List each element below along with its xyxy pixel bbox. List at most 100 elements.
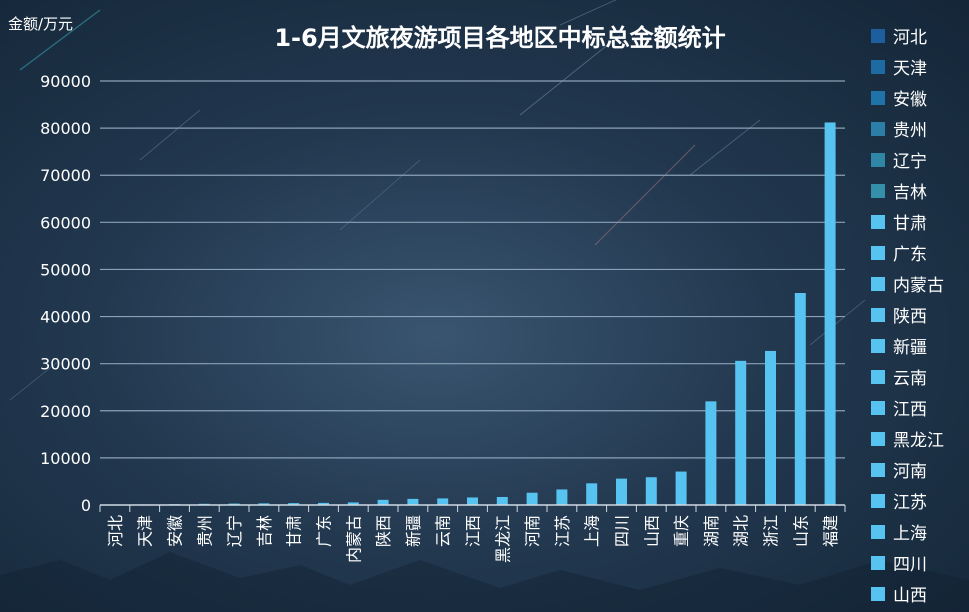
legend-item[interactable]: 上海 [871, 516, 969, 547]
legend-item[interactable]: 云南 [871, 361, 969, 392]
bar-江苏 [556, 489, 568, 505]
legend-item[interactable]: 陕西 [871, 299, 969, 330]
legend-label: 云南 [893, 369, 927, 389]
bar-新疆 [407, 498, 419, 505]
y-tick-label: 20000 [40, 402, 91, 421]
y-tick-label: 60000 [40, 213, 91, 232]
x-tick-label: 贵州 [195, 515, 214, 547]
legend-swatch [871, 28, 885, 43]
bar-重庆 [675, 471, 687, 505]
x-tick-label: 安徽 [166, 515, 185, 547]
x-tick-label: 天津 [136, 515, 155, 547]
bar-福建 [824, 122, 836, 506]
legend-swatch [871, 214, 885, 229]
y-tick-label: 90000 [40, 72, 91, 91]
x-tick-label: 山东 [791, 515, 810, 547]
legend-item[interactable]: 安徽 [871, 82, 969, 113]
y-tick-label: 10000 [40, 449, 91, 468]
legend-swatch [871, 431, 885, 446]
y-tick-label: 40000 [40, 308, 91, 327]
legend-item[interactable]: 吉林 [871, 175, 969, 206]
background-mountains [0, 552, 969, 612]
y-tick-label: 70000 [40, 166, 91, 185]
legend-label: 天津 [893, 59, 927, 79]
x-tick-label: 江西 [464, 515, 483, 547]
bar-河南 [526, 492, 538, 505]
legend-item[interactable]: 甘肃 [871, 206, 969, 237]
legend-label: 上海 [893, 524, 927, 544]
y-tick-label: 80000 [40, 119, 91, 138]
x-tick-label: 云南 [434, 515, 453, 547]
x-tick-marks [99, 505, 846, 512]
x-tick-label: 陕西 [374, 515, 393, 547]
legend-swatch [871, 121, 885, 136]
x-tick-label: 四川 [613, 515, 632, 547]
legend-item[interactable]: 新疆 [871, 330, 969, 361]
x-tick-label: 湖北 [732, 515, 751, 547]
x-tick-label: 上海 [583, 515, 602, 547]
gridlines [100, 80, 845, 459]
legend-item[interactable]: 内蒙古 [871, 268, 969, 299]
legend-label: 江苏 [893, 493, 927, 513]
x-tick-label: 福建 [821, 515, 840, 547]
legend-item[interactable]: 河南 [871, 454, 969, 485]
legend-swatch [871, 245, 885, 260]
legend-item[interactable]: 山西 [871, 578, 969, 609]
legend-item[interactable]: 江苏 [871, 485, 969, 516]
legend-label: 甘肃 [893, 214, 927, 234]
legend-swatch [871, 400, 885, 415]
x-tick-label: 内蒙古 [344, 515, 363, 563]
legend-swatch [871, 59, 885, 74]
legend-swatch [871, 276, 885, 291]
legend-item[interactable]: 江西 [871, 392, 969, 423]
x-tick-label: 黑龙江 [493, 515, 512, 563]
bar-甘肃 [288, 503, 300, 505]
x-tick-label: 甘肃 [285, 515, 304, 547]
legend-label: 新疆 [893, 338, 927, 358]
x-tick-labels: 河北 天津 安徽 贵州 辽宁 吉林 甘肃 广东 内蒙古 陕西 新疆 云南 江西 黑龙江 河南 江苏 上海 四川 山西… [106, 515, 840, 563]
bar-四川 [616, 478, 627, 505]
legend-item[interactable]: 四川 [871, 547, 969, 578]
bar-上海 [586, 483, 598, 505]
legend-label: 贵州 [893, 121, 927, 141]
bar-黑龙江 [496, 496, 508, 505]
y-axis-label: 金额/万元 [8, 15, 73, 33]
legend-swatch [871, 524, 885, 539]
y-tick-label: 0 [81, 496, 91, 515]
bar-广东 [318, 502, 329, 505]
legend-item[interactable]: 贵州 [871, 113, 969, 144]
bar-山西 [645, 477, 657, 505]
bar-内蒙古 [347, 502, 359, 505]
x-tick-label: 江苏 [553, 515, 572, 547]
legend-label: 陕西 [893, 307, 927, 327]
legend-label: 江西 [893, 400, 927, 420]
bar-浙江 [765, 350, 776, 505]
x-tick-label: 辽宁 [225, 515, 244, 547]
bar-吉林 [258, 503, 270, 505]
legend-item[interactable]: 天津 [871, 51, 969, 82]
legend-label: 吉林 [893, 183, 927, 203]
bar-云南 [437, 498, 449, 505]
y-tick-labels: 0 10000 20000 30000 40000 50000 60000 70000 8000… [40, 72, 91, 515]
background-decoration [9, 0, 866, 401]
y-tick-label: 30000 [40, 355, 91, 374]
legend-swatch [871, 555, 885, 570]
legend-item[interactable]: 黑龙江 [871, 423, 969, 454]
legend-swatch [871, 183, 885, 198]
bar-山东 [794, 293, 806, 505]
x-tick-label: 浙江 [762, 515, 781, 547]
legend-label: 内蒙古 [893, 276, 944, 296]
x-tick-label: 河南 [523, 515, 542, 547]
chart-title: 1-6月文旅夜游项目各地区中标总金额统计 [274, 24, 725, 52]
legend-swatch [871, 369, 885, 384]
legend-item[interactable]: 辽宁 [871, 144, 969, 175]
legend-item[interactable]: 河北 [871, 20, 969, 51]
bar-湖北 [735, 360, 747, 505]
x-tick-label: 新疆 [404, 515, 423, 547]
legend-item[interactable]: 广东 [871, 237, 969, 268]
legend-swatch [871, 307, 885, 322]
legend-label: 辽宁 [893, 152, 927, 172]
x-tick-label: 山西 [642, 515, 661, 547]
legend-label: 河南 [893, 462, 927, 482]
